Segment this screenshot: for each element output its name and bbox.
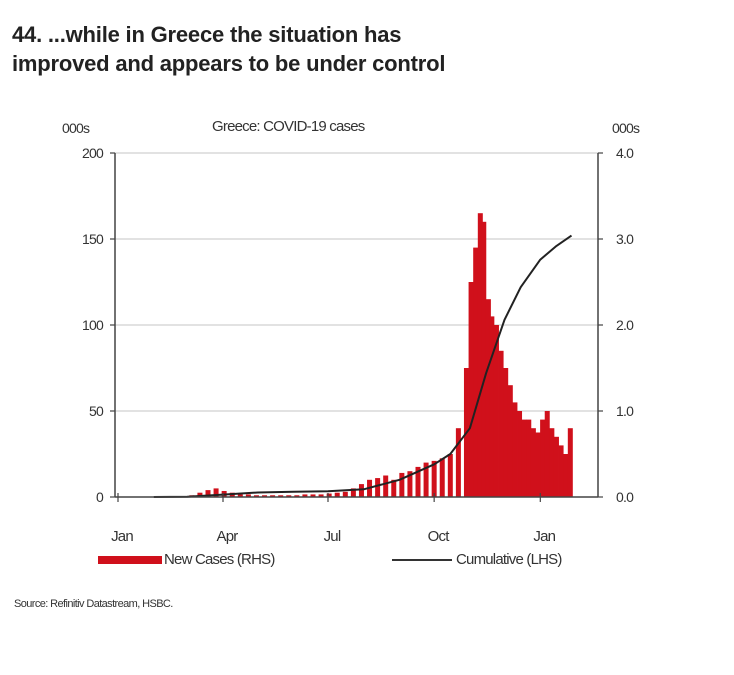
new-cases-bar bbox=[447, 454, 453, 497]
cumulative-line bbox=[153, 234, 573, 498]
new-cases-bar bbox=[512, 402, 518, 497]
right-tick-label: 2.0 bbox=[616, 317, 634, 333]
right-tick-label: 4.0 bbox=[616, 145, 634, 161]
new-cases-bar bbox=[197, 492, 203, 497]
new-cases-bar bbox=[558, 445, 564, 497]
new-cases-bar bbox=[530, 428, 536, 497]
source-note: Source: Refinitiv Datastream, HSBC. bbox=[14, 598, 173, 610]
new-cases-bar bbox=[489, 316, 495, 497]
new-cases-bar bbox=[205, 490, 211, 497]
new-cases-bar bbox=[399, 472, 405, 497]
left-tick-label: 50 bbox=[89, 403, 104, 419]
x-tick-label: Oct bbox=[428, 528, 451, 545]
new-cases-bar bbox=[535, 432, 541, 497]
new-cases-bar bbox=[544, 411, 550, 497]
new-cases-bar bbox=[521, 419, 527, 497]
new-cases-bar bbox=[253, 495, 259, 497]
new-cases-bar bbox=[334, 492, 340, 497]
new-cases-bar bbox=[563, 454, 569, 497]
new-cases-bar bbox=[477, 213, 483, 497]
new-cases-bar bbox=[383, 475, 389, 497]
title-line-2: improved and appears to be under control bbox=[12, 51, 446, 76]
legend-new-cases: New Cases (RHS) bbox=[98, 551, 275, 568]
new-cases-bar bbox=[526, 419, 532, 497]
chart-title: 44. ...while in Greece the situation has… bbox=[12, 20, 445, 78]
new-cases-bar bbox=[310, 494, 316, 497]
new-cases-bar bbox=[423, 462, 429, 497]
new-cases-bar bbox=[375, 478, 381, 497]
right-axis-unit: 000s bbox=[612, 120, 640, 136]
new-cases-bar bbox=[245, 494, 251, 497]
new-cases-bar bbox=[391, 479, 397, 497]
new-cases-bar bbox=[294, 495, 300, 497]
new-cases-bar bbox=[549, 428, 555, 497]
new-cases-bar bbox=[262, 495, 268, 497]
new-cases-bar bbox=[481, 221, 487, 498]
legend-cumulative: Cumulative (LHS) bbox=[392, 551, 562, 568]
new-cases-bar bbox=[567, 428, 573, 497]
new-cases-bar bbox=[431, 460, 437, 497]
x-tick-label: Jan bbox=[533, 528, 555, 545]
left-tick-label: 0 bbox=[96, 489, 104, 505]
new-cases-bar bbox=[485, 299, 491, 497]
new-cases-bar bbox=[498, 350, 504, 497]
right-tick-label: 3.0 bbox=[616, 231, 634, 247]
legend-cumulative-label: Cumulative (LHS) bbox=[456, 551, 562, 568]
new-cases-bar bbox=[407, 471, 413, 497]
x-tick-label: Jul bbox=[324, 528, 341, 545]
new-cases-bar bbox=[507, 385, 513, 497]
new-cases-bar bbox=[318, 494, 324, 497]
new-cases-bar bbox=[270, 495, 276, 497]
new-cases-bar bbox=[540, 419, 546, 497]
legend-new-cases-label: New Cases (RHS) bbox=[164, 551, 275, 568]
new-cases-bar bbox=[326, 493, 332, 497]
left-tick-label: 150 bbox=[82, 231, 104, 247]
new-cases-bar bbox=[455, 428, 461, 497]
new-cases-bar bbox=[415, 466, 421, 497]
new-cases-bar bbox=[237, 494, 243, 497]
new-cases-bar bbox=[278, 495, 284, 497]
legend-bar-swatch bbox=[98, 555, 162, 564]
new-cases-bar bbox=[213, 488, 219, 497]
new-cases-bar bbox=[473, 247, 479, 497]
x-tick-label: Apr bbox=[217, 528, 239, 545]
left-axis-unit: 000s bbox=[62, 120, 90, 136]
new-cases-bar bbox=[286, 495, 292, 497]
left-tick-label: 100 bbox=[82, 317, 104, 333]
new-cases-bar bbox=[468, 282, 474, 497]
new-cases-bar bbox=[439, 458, 445, 497]
new-cases-bar bbox=[553, 436, 559, 497]
new-cases-bar bbox=[493, 325, 499, 497]
new-cases-bar bbox=[503, 368, 509, 497]
right-tick-label: 1.0 bbox=[616, 403, 634, 419]
new-cases-bar bbox=[302, 494, 308, 497]
legend-line-swatch bbox=[392, 558, 452, 561]
title-line-1: 44. ...while in Greece the situation has bbox=[12, 22, 402, 47]
right-tick-label: 0.0 bbox=[616, 489, 634, 505]
new-cases-bar bbox=[517, 411, 523, 497]
x-tick-label: Jan bbox=[111, 528, 133, 545]
new-cases-bar bbox=[350, 488, 356, 497]
new-cases-bar bbox=[358, 484, 364, 497]
left-tick-label: 200 bbox=[82, 145, 104, 161]
new-cases-bar bbox=[342, 491, 348, 497]
chart-subtitle: Greece: COVID-19 cases bbox=[212, 118, 365, 135]
